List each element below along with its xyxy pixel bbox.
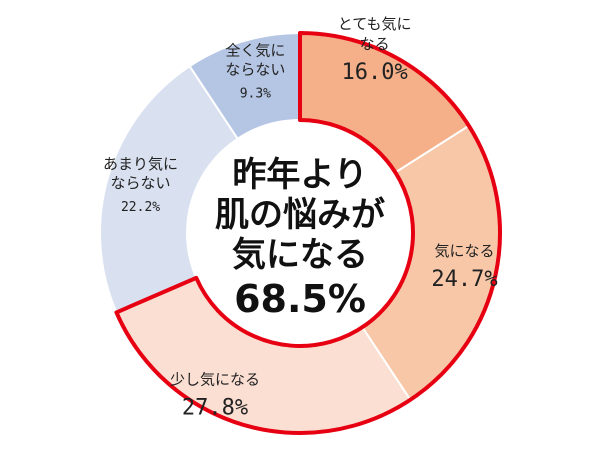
slice-name-line: 少し気になる (170, 370, 260, 388)
center-line-2: 肌の悩みが (215, 195, 385, 235)
slice-name-line: あまり気に (103, 155, 178, 173)
slice-value: 24.7% (431, 267, 497, 292)
slice-labels: とても気になる16.0%気になる24.7%少し気になる27.8%あまり気にならな… (103, 15, 498, 420)
center-label: 昨年より 肌の悩みが 気になる 68.5% (215, 155, 385, 321)
center-line-3: 気になる (232, 235, 368, 275)
center-percentage: 68.5% (234, 277, 366, 321)
slice-4 (99, 64, 240, 314)
slice-value: 16.0% (342, 60, 408, 85)
highlight-outline (114, 31, 502, 435)
slice-value: 27.8% (182, 395, 248, 420)
slice-name-line: とても気に (338, 15, 412, 33)
slice-name-line: なる (360, 35, 390, 53)
slice-name-line: ならない (225, 61, 285, 79)
slice-label-3: 少し気になる 27.8% (170, 370, 260, 420)
slice-value: 22.2% (121, 200, 160, 215)
donut-slices (99, 31, 501, 434)
slice-label-2: 気になる 24.7% (431, 242, 497, 292)
slice-name-line: 気になる (435, 242, 495, 260)
center-line-1: 昨年より (232, 155, 367, 195)
slice-name-line: 全く気に (225, 42, 285, 60)
slice-value: 9.3% (240, 87, 271, 102)
slice-name-line: ならない (111, 174, 171, 192)
